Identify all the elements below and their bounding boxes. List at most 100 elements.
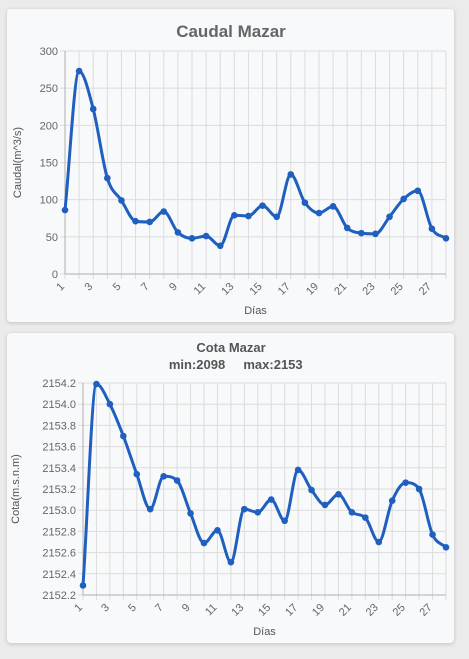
y-tick-label: 2152.6 xyxy=(42,548,76,560)
y-tick-label: 2154.0 xyxy=(42,399,76,411)
y-tick-label: 2153.6 xyxy=(42,442,76,454)
data-point xyxy=(216,242,224,250)
x-tick-label: 27 xyxy=(418,602,435,619)
x-tick-label: 5 xyxy=(126,602,139,615)
x-tick-label: 9 xyxy=(167,281,180,294)
x-tick-label: 25 xyxy=(391,602,408,619)
data-point xyxy=(173,477,181,484)
y-tick-label: 250 xyxy=(40,83,58,95)
x-tick-label: 15 xyxy=(248,281,265,298)
data-point xyxy=(202,232,210,240)
y-tick-label: 100 xyxy=(40,195,58,207)
data-point xyxy=(214,527,221,534)
chart-title: Cota Mazar xyxy=(196,340,265,355)
x-tick-label: 9 xyxy=(180,602,193,615)
x-tick-label: 13 xyxy=(229,602,246,619)
data-point xyxy=(402,479,409,486)
data-point xyxy=(104,174,111,182)
data-point xyxy=(106,400,114,408)
y-tick-label: 2152.4 xyxy=(42,569,76,581)
y-tick-label: 2153.2 xyxy=(42,484,76,496)
data-point xyxy=(358,229,365,237)
x-tick-label: 19 xyxy=(304,281,321,298)
data-point xyxy=(133,470,141,478)
data-point xyxy=(174,229,182,236)
series-line xyxy=(81,382,448,587)
data-point xyxy=(386,213,393,221)
x-tick-label: 27 xyxy=(417,281,434,298)
cota-chart: Cota Mazar min:2098 max:2153 2152.2 2152.4 21… xyxy=(10,340,450,638)
data-point xyxy=(241,505,248,513)
x-tick-label: 1 xyxy=(72,602,85,615)
x-tick-label: 11 xyxy=(192,281,209,298)
data-point xyxy=(362,514,369,521)
x-tick-label: 23 xyxy=(364,602,381,619)
data-point xyxy=(287,171,295,178)
y-tick-label: 50 xyxy=(46,232,58,244)
x-tick-label: 17 xyxy=(283,602,300,619)
caudal-chart-card: Caudal Mazar 0 50 100 150 200 250 300 1 3 5 7 9 11 13 1… xyxy=(7,9,454,322)
y-axis-label: Caudal(m^3/s) xyxy=(12,127,24,198)
data-point xyxy=(335,491,342,498)
y-tick-label: 2152.2 xyxy=(42,590,76,602)
y-tick-label: 2153.0 xyxy=(42,505,76,517)
data-point xyxy=(375,538,383,546)
x-tick-label: 21 xyxy=(337,602,354,619)
data-point xyxy=(160,208,168,215)
data-point xyxy=(321,501,329,509)
data-point xyxy=(273,213,280,221)
x-axis-label: Días xyxy=(244,305,267,317)
data-point xyxy=(267,496,275,503)
data-point xyxy=(254,509,262,516)
x-tick-label: 7 xyxy=(139,281,152,294)
x-tick-label: 3 xyxy=(83,281,96,294)
data-point xyxy=(372,230,379,238)
x-tick-label: 25 xyxy=(389,281,406,298)
x-tick-label: 21 xyxy=(332,281,349,298)
data-point xyxy=(329,203,337,210)
data-point xyxy=(89,105,97,113)
x-axis-label: Días xyxy=(253,626,276,638)
data-point xyxy=(259,202,266,209)
y-tick-label: 150 xyxy=(40,158,58,170)
x-tick-label: 7 xyxy=(153,602,166,615)
x-tick-label: 13 xyxy=(219,281,236,298)
y-tick-label: 0 xyxy=(52,269,58,281)
y-tick-label: 2154.2 xyxy=(42,378,76,390)
y-tick-label: 300 xyxy=(40,46,58,58)
data-point xyxy=(146,218,153,226)
data-point xyxy=(75,67,83,75)
x-tick-label: 5 xyxy=(111,281,124,294)
data-point xyxy=(429,531,436,538)
data-point xyxy=(132,217,139,225)
data-point xyxy=(308,486,315,494)
y-tick-label: 200 xyxy=(40,120,58,132)
x-tick-label: 19 xyxy=(310,602,327,619)
y-tick-label: 2153.4 xyxy=(42,463,76,475)
x-tick-label: 17 xyxy=(276,281,293,298)
data-point xyxy=(146,505,154,513)
data-point xyxy=(93,380,100,388)
chart-subtitle-1: max:2153 xyxy=(243,357,302,372)
chart-title: Caudal Mazar xyxy=(176,22,286,41)
x-tick-label: 11 xyxy=(203,602,220,619)
y-tick-label: 2152.8 xyxy=(42,526,76,538)
data-point xyxy=(301,199,309,206)
y-axis-label: Cota(m.s.n.m) xyxy=(10,454,22,524)
data-point xyxy=(200,539,208,547)
data-point xyxy=(227,558,235,566)
data-point xyxy=(343,224,351,232)
chart-subtitle-0: min:2098 xyxy=(169,357,225,372)
data-point xyxy=(120,432,127,440)
data-point xyxy=(348,509,356,516)
data-point xyxy=(245,212,252,220)
x-tick-label: 1 xyxy=(54,281,67,294)
data-point xyxy=(400,195,407,203)
data-point xyxy=(160,472,167,480)
data-point xyxy=(61,206,69,214)
cota-chart-card: Cota Mazar min:2098 max:2153 2152.2 2152.4 21… xyxy=(7,333,454,643)
data-point xyxy=(428,225,436,232)
data-point xyxy=(315,209,323,217)
x-tick-label: 3 xyxy=(99,602,112,615)
data-point xyxy=(281,517,288,525)
